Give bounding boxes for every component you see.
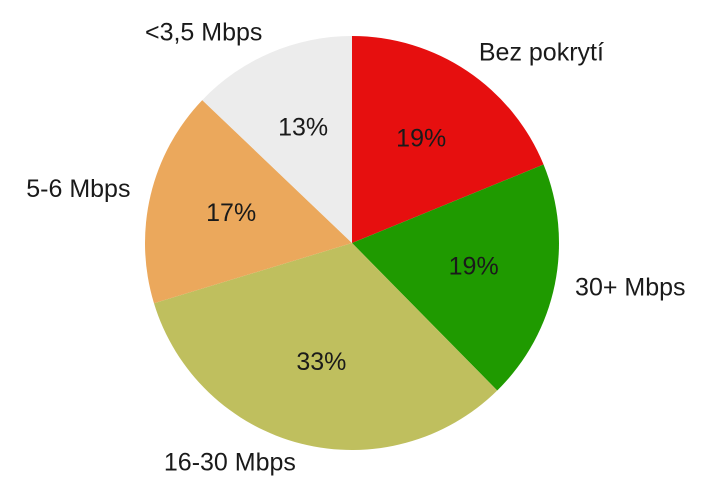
pie-slice — [145, 100, 352, 304]
data-label: 19% — [396, 124, 446, 152]
pie-slice — [352, 36, 544, 243]
pie-slice — [352, 164, 559, 391]
pie-slice — [153, 243, 498, 451]
data-label: 33% — [296, 348, 346, 376]
category-label: 30+ Mbps — [575, 273, 686, 301]
category-label: 16-30 Mbps — [164, 448, 296, 476]
data-label: 17% — [206, 199, 256, 227]
category-label: 5-6 Mbps — [26, 175, 130, 203]
data-label: 19% — [449, 253, 499, 281]
data-label: 13% — [278, 113, 328, 141]
pie-slice — [202, 36, 352, 243]
category-label: <3,5 Mbps — [145, 18, 262, 46]
category-label: Bez pokrytí — [479, 39, 604, 67]
